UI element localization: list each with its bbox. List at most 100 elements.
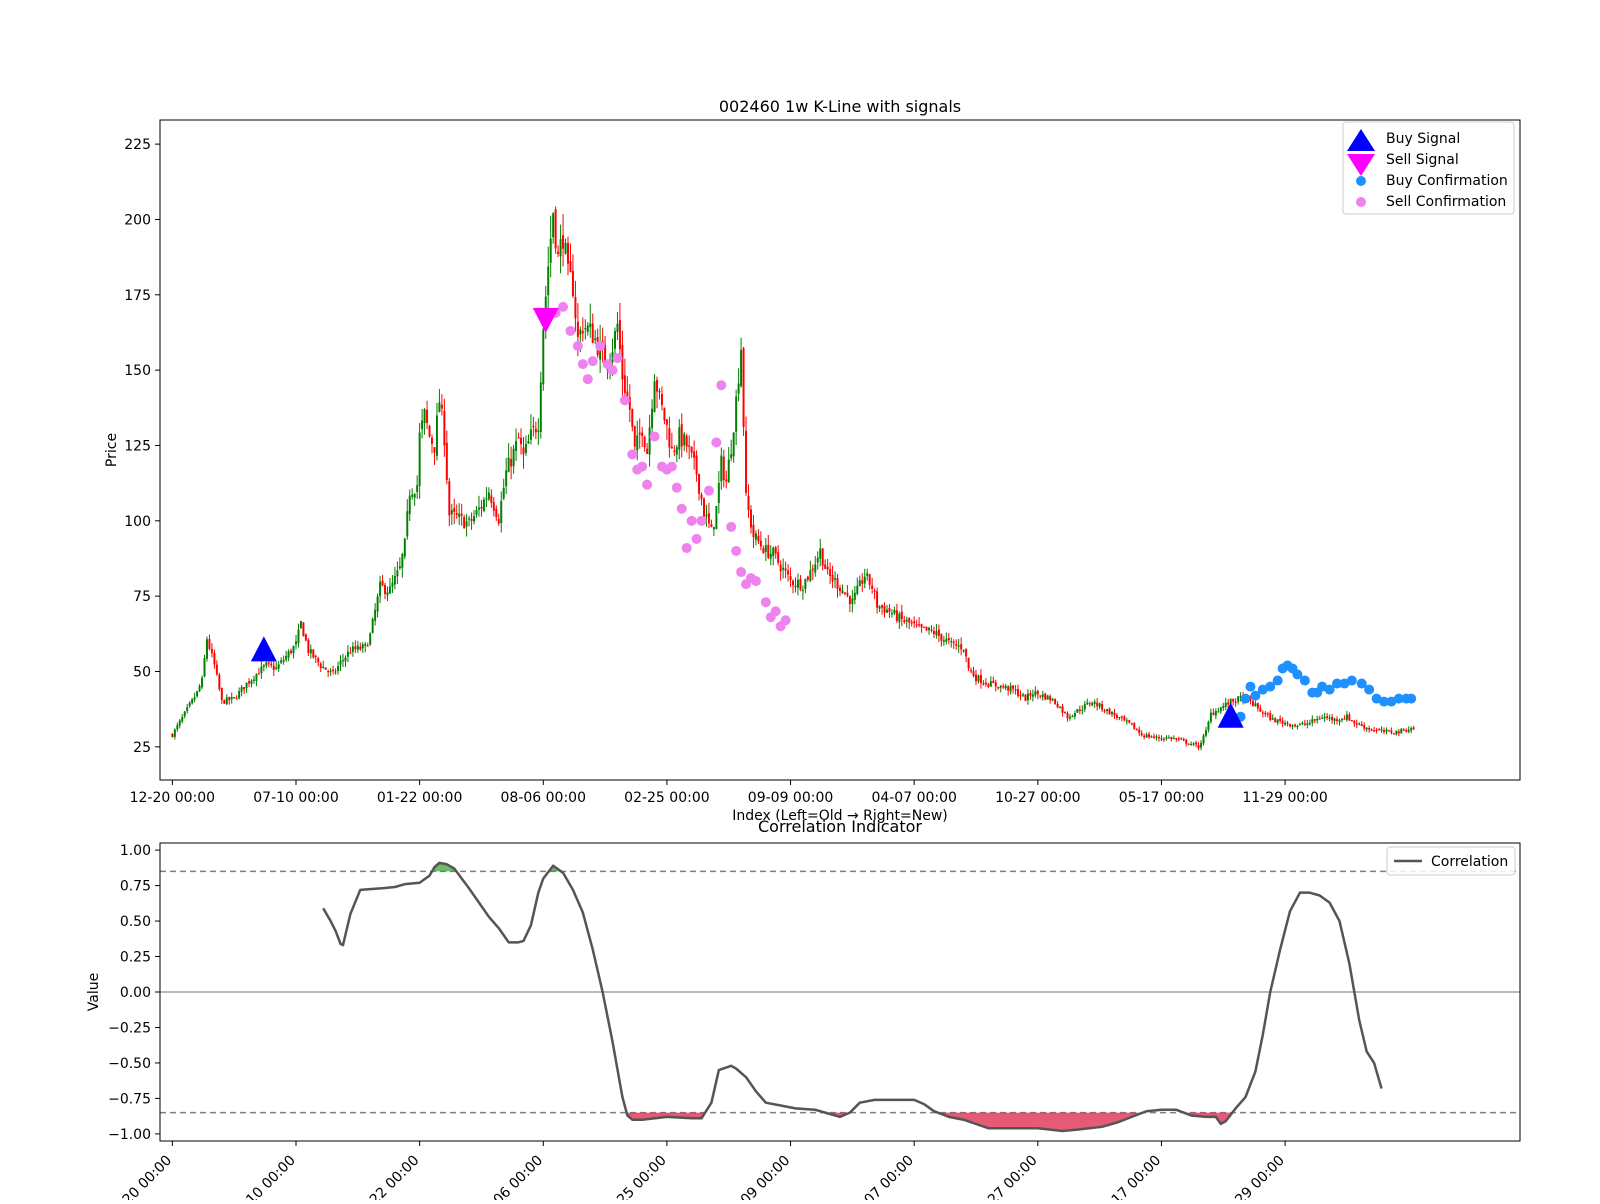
- candle-body: [1333, 718, 1336, 722]
- candle-body: [482, 499, 485, 511]
- candle-body: [1024, 694, 1027, 702]
- candle-body: [727, 459, 730, 483]
- candle-body: [1254, 703, 1257, 707]
- candle-body: [393, 575, 396, 585]
- candle-body: [1355, 723, 1358, 725]
- candle-body: [811, 568, 814, 571]
- candle-body: [524, 444, 527, 453]
- candle-body: [1227, 702, 1230, 705]
- candle-body: [688, 445, 691, 447]
- candle-body: [784, 568, 787, 571]
- candle-body: [364, 644, 367, 646]
- sell-confirmation-point: [612, 353, 623, 364]
- buy-confirmation-point: [1299, 675, 1310, 686]
- candle-body: [824, 564, 827, 569]
- candle-body: [972, 670, 975, 676]
- candle-body: [181, 716, 184, 722]
- candle-body: [1274, 718, 1277, 723]
- candle-body: [423, 409, 426, 424]
- candle-body: [586, 325, 589, 333]
- correlation-legend: Correlation: [1386, 846, 1516, 876]
- candle-body: [1380, 729, 1383, 731]
- candle-body: [1407, 729, 1410, 732]
- candle-body: [638, 432, 641, 435]
- candle-body: [1064, 712, 1067, 714]
- candle-body: [1383, 730, 1385, 732]
- correlation-title: Correlation Indicator: [758, 817, 922, 836]
- candle-body: [473, 516, 476, 522]
- candle-body: [1007, 686, 1010, 691]
- correlation-y-label: Value: [86, 973, 102, 1011]
- candle-body: [532, 425, 535, 428]
- candle-body: [431, 437, 433, 444]
- candle-body: [737, 383, 740, 394]
- candle-body: [406, 511, 409, 537]
- candle-body: [374, 609, 377, 621]
- candle-body: [515, 440, 518, 451]
- candle-body: [569, 261, 572, 273]
- candle-body: [1083, 704, 1086, 710]
- candle-body: [1266, 713, 1269, 715]
- candle-body: [1214, 710, 1217, 716]
- candle-body: [1200, 742, 1203, 748]
- candle-body: [626, 391, 629, 397]
- candle-body: [658, 391, 661, 393]
- candle-body: [1340, 719, 1343, 721]
- candle-body: [275, 667, 278, 669]
- candle-body: [695, 455, 698, 475]
- candle-body: [562, 235, 565, 249]
- candle-body: [1343, 718, 1346, 720]
- candle-body: [740, 349, 743, 387]
- sell-confirmation-point: [637, 461, 648, 472]
- candle-body: [1311, 719, 1314, 723]
- candle-body: [628, 397, 631, 410]
- candle-body: [960, 644, 963, 650]
- candle-body: [188, 702, 191, 707]
- buy-confirmation-point: [1379, 696, 1389, 707]
- candle-body: [1017, 689, 1020, 696]
- candle-body: [403, 538, 406, 557]
- candle-body: [295, 641, 297, 645]
- candle-body: [604, 344, 607, 367]
- candle-body: [559, 239, 562, 257]
- kline-x-tick-label: 05-17 00:00: [1119, 790, 1204, 806]
- candle-body: [426, 409, 429, 423]
- candle-body: [962, 650, 965, 652]
- candle-body: [1387, 730, 1390, 732]
- candle-body: [796, 580, 799, 588]
- candle-body: [898, 613, 901, 622]
- candle-body: [260, 666, 263, 674]
- candle-body: [210, 649, 213, 654]
- candle-body: [408, 495, 411, 515]
- candles-group: [171, 206, 1415, 751]
- kline-y-tick-label: 50: [133, 665, 151, 681]
- candle-body: [1021, 694, 1024, 696]
- candle-body: [712, 527, 715, 530]
- candle-body: [1345, 714, 1348, 720]
- sell-confirmation-point: [577, 359, 588, 370]
- candle-body: [433, 447, 436, 453]
- candle-body: [1276, 719, 1279, 723]
- kline-title: 002460 1w K-Line with signals: [719, 97, 961, 116]
- candle-body: [1098, 703, 1101, 707]
- candle-body: [910, 622, 913, 624]
- buy-signal-marker: [250, 636, 277, 662]
- kline-y-tick-label: 100: [124, 514, 151, 530]
- candle-body: [705, 514, 708, 517]
- candle-body: [552, 213, 555, 238]
- candle-body: [698, 473, 701, 494]
- candle-body: [1298, 724, 1301, 726]
- candle-body: [354, 646, 357, 650]
- candle-body: [747, 495, 750, 511]
- candle-body: [1289, 724, 1292, 727]
- sell-confirmation-point: [666, 461, 677, 472]
- candle-body: [1202, 735, 1205, 744]
- candle-body: [183, 711, 186, 717]
- candle-body: [703, 498, 705, 517]
- candle-body: [527, 441, 530, 444]
- candle-body: [1286, 722, 1289, 725]
- candle-body: [416, 485, 419, 493]
- correlation-y-tick-label: −0.25: [108, 1020, 151, 1036]
- candle-body: [757, 535, 760, 542]
- candle-body: [1234, 701, 1237, 703]
